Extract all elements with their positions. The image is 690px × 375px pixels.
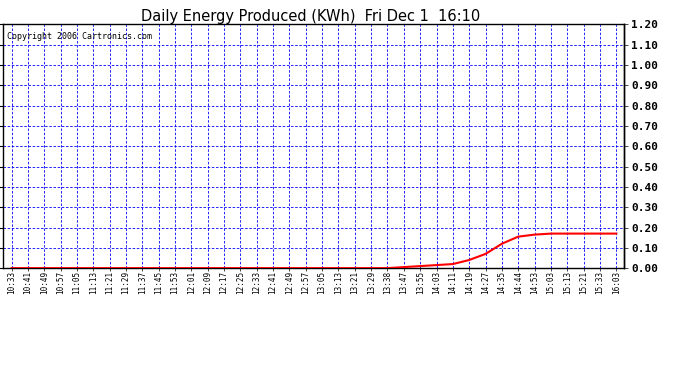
Text: Daily Energy Produced (KWh)  Fri Dec 1  16:10: Daily Energy Produced (KWh) Fri Dec 1 16… — [141, 9, 480, 24]
Text: Copyright 2006 Cartronics.com: Copyright 2006 Cartronics.com — [7, 32, 152, 41]
